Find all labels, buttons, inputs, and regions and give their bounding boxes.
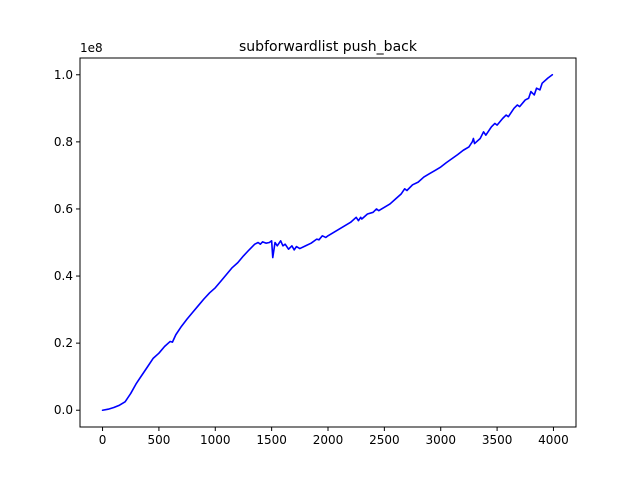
- y-axis-offset-label: 1e8: [80, 41, 103, 55]
- y-tick-label: 1.0: [54, 68, 73, 82]
- x-tick-label: 3500: [482, 433, 513, 447]
- plot-area: 0 500 1000 1500 2000 2500 3000 3500 4000 0.0 0.2 0.…: [54, 68, 569, 447]
- x-tick-label: 1000: [200, 433, 231, 447]
- x-tick-label: 2500: [369, 433, 400, 447]
- x-tick-label: 2000: [313, 433, 344, 447]
- y-tick-label: 0.8: [54, 135, 73, 149]
- axes-frame: [79, 57, 577, 428]
- y-tick-label: 0.4: [54, 269, 73, 283]
- x-tick-label: 4000: [538, 433, 569, 447]
- x-tick-label: 3000: [425, 433, 456, 447]
- y-tick-label: 0.2: [54, 336, 73, 350]
- x-tick-label: 1500: [256, 433, 287, 447]
- x-tick-label: 0: [99, 433, 107, 447]
- series-line-0: [101, 73, 554, 412]
- y-tick-label: 0.0: [54, 403, 73, 417]
- y-tick-label: 0.6: [54, 202, 73, 216]
- x-tick-label: 500: [147, 433, 170, 447]
- chart-title: subforwardlist push_back: [239, 39, 418, 55]
